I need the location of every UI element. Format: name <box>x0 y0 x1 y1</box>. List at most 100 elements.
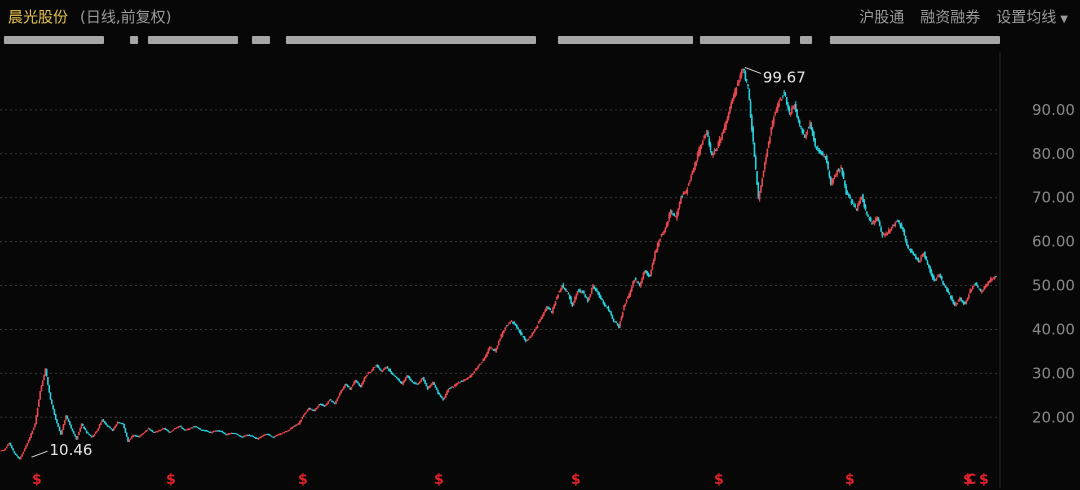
candle-body <box>308 408 310 411</box>
candle-body <box>557 294 559 298</box>
candle-body <box>906 240 908 245</box>
candle-body <box>618 324 620 329</box>
candle-body <box>751 115 753 130</box>
candle-body <box>720 139 722 141</box>
candle-body <box>889 230 891 233</box>
candle-body <box>52 405 54 410</box>
candle-body <box>310 409 313 411</box>
candle-body <box>443 397 446 400</box>
y-tick-label: 50.00 <box>1032 277 1075 295</box>
candle-body <box>632 282 634 287</box>
candle-body <box>273 436 275 438</box>
candle-body <box>822 153 824 155</box>
candle-body <box>186 429 189 431</box>
candle-body <box>230 432 233 434</box>
candle-body <box>244 435 247 437</box>
candle-body <box>665 223 668 228</box>
candle-body <box>162 428 164 430</box>
candle-body <box>169 431 172 433</box>
candle-body <box>576 290 579 295</box>
candle-body <box>435 387 438 391</box>
candle-body <box>983 286 986 290</box>
candle-body <box>804 135 806 138</box>
candle-body <box>150 429 153 431</box>
candle-body <box>599 295 602 299</box>
candle-body <box>339 392 341 396</box>
event-marker: $ <box>434 472 444 488</box>
candle-body <box>488 347 491 350</box>
candle-body <box>676 212 678 219</box>
candle-body <box>262 434 265 436</box>
candle-body <box>916 258 919 260</box>
candle-body <box>460 381 463 383</box>
candle-body <box>705 131 708 133</box>
candle-body <box>589 294 592 297</box>
candle-body <box>521 333 523 335</box>
candle-body <box>579 289 581 293</box>
ma-settings-label: 设置均线 <box>996 8 1057 26</box>
candle-body <box>174 428 177 430</box>
candle-body <box>366 375 368 377</box>
candle-body <box>395 376 398 379</box>
candle-body <box>841 167 844 175</box>
candle-body <box>610 311 612 315</box>
candle-body <box>271 436 274 438</box>
candle-body <box>446 391 448 395</box>
candle-body <box>629 290 632 296</box>
candle-body <box>172 429 175 431</box>
candle-body <box>331 400 333 403</box>
candle-body <box>481 362 483 364</box>
candle-body <box>668 214 671 221</box>
candle-body <box>558 290 561 293</box>
candle-body <box>286 431 288 433</box>
candle-body <box>522 336 525 338</box>
ma-settings-button[interactable]: 设置均线 ▼ <box>996 6 1068 27</box>
stock-name[interactable]: 晨光股份 <box>8 8 69 26</box>
candle-body <box>937 275 939 277</box>
candle-body <box>158 430 160 432</box>
candle-body <box>389 369 392 372</box>
candle-body <box>968 294 970 298</box>
candle-body <box>226 433 229 435</box>
candle-body <box>63 420 66 425</box>
candle-body <box>988 281 991 283</box>
candle-body <box>596 289 598 291</box>
candle-body <box>145 430 147 432</box>
candle-body <box>685 191 687 193</box>
candle-body <box>17 456 20 458</box>
candle-body <box>544 309 547 312</box>
candle-body <box>111 429 114 431</box>
candle-body <box>314 409 317 412</box>
candle-body <box>608 310 611 312</box>
candle-body <box>606 307 609 309</box>
candle-body <box>512 321 514 324</box>
event-marker: $ <box>714 472 724 488</box>
candle-body <box>484 355 487 359</box>
candle-body <box>526 339 528 341</box>
legend-block <box>286 36 536 44</box>
candle-body <box>159 430 162 432</box>
candle-body <box>212 431 215 433</box>
hk-connect-button[interactable]: 沪股通 <box>859 8 905 26</box>
candle-body <box>549 309 552 311</box>
candle-body <box>140 434 142 436</box>
candle-body <box>550 311 553 313</box>
margin-trading-button[interactable]: 融资融券 <box>920 8 981 26</box>
candle-body <box>603 302 606 306</box>
candle-body <box>806 131 809 134</box>
candle-body <box>619 321 621 327</box>
candle-body <box>947 289 950 293</box>
candle-body <box>220 430 222 432</box>
candle-body <box>357 381 359 384</box>
candle-body <box>918 260 921 263</box>
candle-body <box>627 296 629 299</box>
candle-body <box>634 277 637 281</box>
candle-body <box>353 381 355 385</box>
candle-body <box>886 233 889 235</box>
candle-body <box>948 293 951 295</box>
event-marker: $ <box>166 472 176 488</box>
candle-body <box>267 433 270 436</box>
candle-body <box>540 316 543 320</box>
candle-body <box>911 250 913 253</box>
